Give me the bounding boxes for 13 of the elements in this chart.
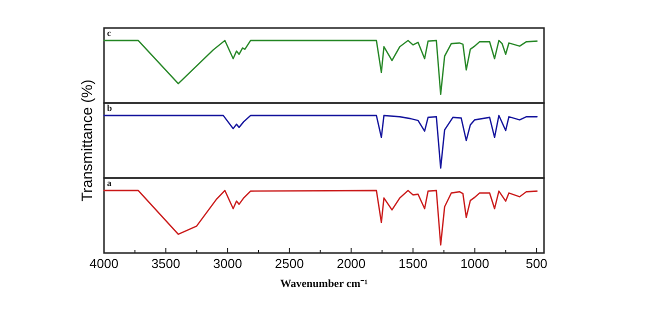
x-tick-label: 4000 <box>90 256 118 271</box>
annotation: a <box>107 178 112 188</box>
x-tick-label: 2500 <box>274 256 304 271</box>
annotation: b <box>107 103 112 113</box>
y-axis-title: Transmittance (%) <box>79 80 96 202</box>
x-axis-title: Wavenumber cm⁻¹ <box>280 278 368 290</box>
x-tick-label: 500 <box>526 256 548 271</box>
x-tick-label: 3500 <box>151 256 180 271</box>
text: c <box>107 28 111 38</box>
x-tick-label: 1000 <box>460 256 490 271</box>
x-tick-label: 2000 <box>336 256 366 271</box>
x-tick-label: 3000 <box>213 256 242 271</box>
x-tick-label: 1500 <box>398 256 428 271</box>
